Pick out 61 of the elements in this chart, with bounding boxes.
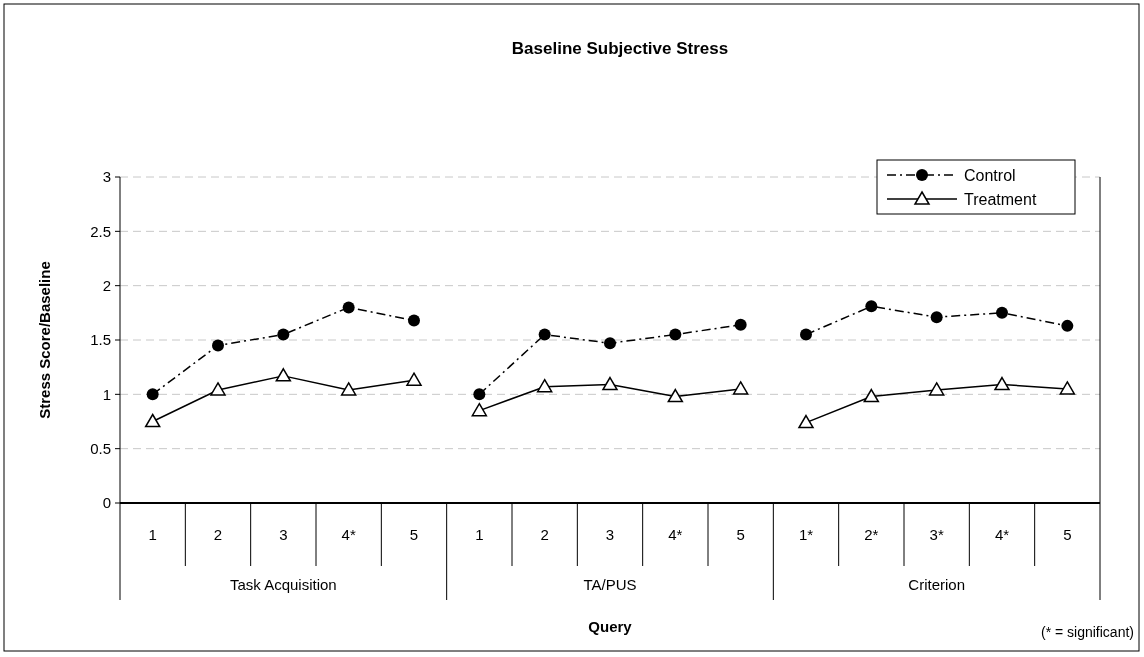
point	[406, 372, 422, 386]
text: (* = significant)	[1041, 624, 1134, 640]
chart-title: Baseline Subjective Stress	[511, 39, 729, 58]
x-tick-label: 1	[475, 526, 484, 543]
x-tick-label: 5	[736, 526, 745, 543]
point	[863, 388, 880, 403]
text: TA/PUS	[583, 576, 637, 593]
x-tick-label: 3	[279, 526, 288, 543]
point	[669, 328, 682, 341]
legend-label: Control	[964, 166, 1016, 184]
x-tick-label: 2	[540, 526, 549, 543]
y-tick-label: 0.5	[90, 439, 111, 457]
point	[277, 328, 290, 341]
point	[667, 388, 684, 403]
y-axis-title: Stress Score/Baseline	[36, 261, 53, 419]
point	[538, 328, 551, 341]
point	[1059, 381, 1076, 395]
point	[996, 306, 1008, 319]
x-tick-label: 3*	[929, 526, 944, 543]
point	[798, 414, 814, 429]
x-tick-label: 4*	[668, 526, 683, 543]
point	[732, 381, 749, 395]
point	[604, 337, 616, 350]
point	[865, 300, 878, 313]
point	[602, 376, 618, 391]
x-tick-label: 1	[148, 526, 157, 543]
point	[275, 368, 292, 382]
x-tick-label: 3	[605, 526, 615, 543]
x-tick-label: 5	[409, 526, 419, 543]
point	[536, 378, 553, 393]
text: Criterion	[908, 576, 966, 593]
x-tick-label: 4*	[994, 526, 1010, 543]
point	[471, 402, 488, 417]
y-tick-label: 1.5	[90, 331, 111, 349]
point	[146, 388, 159, 401]
point	[210, 382, 226, 396]
x-tick-label: 5	[1063, 526, 1072, 543]
x-axis-title: Query	[588, 618, 633, 635]
point	[800, 328, 812, 341]
point	[994, 376, 1010, 391]
point	[340, 382, 357, 396]
y-tick-label: 2.5	[90, 222, 111, 240]
point	[408, 314, 420, 327]
y-tick-label: 3	[102, 168, 111, 186]
point	[734, 318, 747, 331]
point	[473, 388, 486, 401]
x-tick-label: 2*	[864, 526, 879, 543]
point	[930, 311, 943, 324]
x-tick-label: 4*	[341, 526, 356, 543]
y-tick-label: 0	[102, 494, 111, 512]
x-tick-label: 1*	[798, 526, 814, 543]
y-tick-label: 1	[102, 385, 111, 403]
legend-label: Treatment	[964, 190, 1037, 208]
y-tick-label: 2	[102, 276, 111, 294]
text: Task Acquisition	[229, 576, 337, 593]
point	[1061, 319, 1074, 332]
point	[928, 382, 945, 396]
point	[342, 301, 355, 314]
point	[144, 413, 161, 428]
x-tick-label: 2	[213, 526, 223, 543]
point	[212, 339, 224, 352]
